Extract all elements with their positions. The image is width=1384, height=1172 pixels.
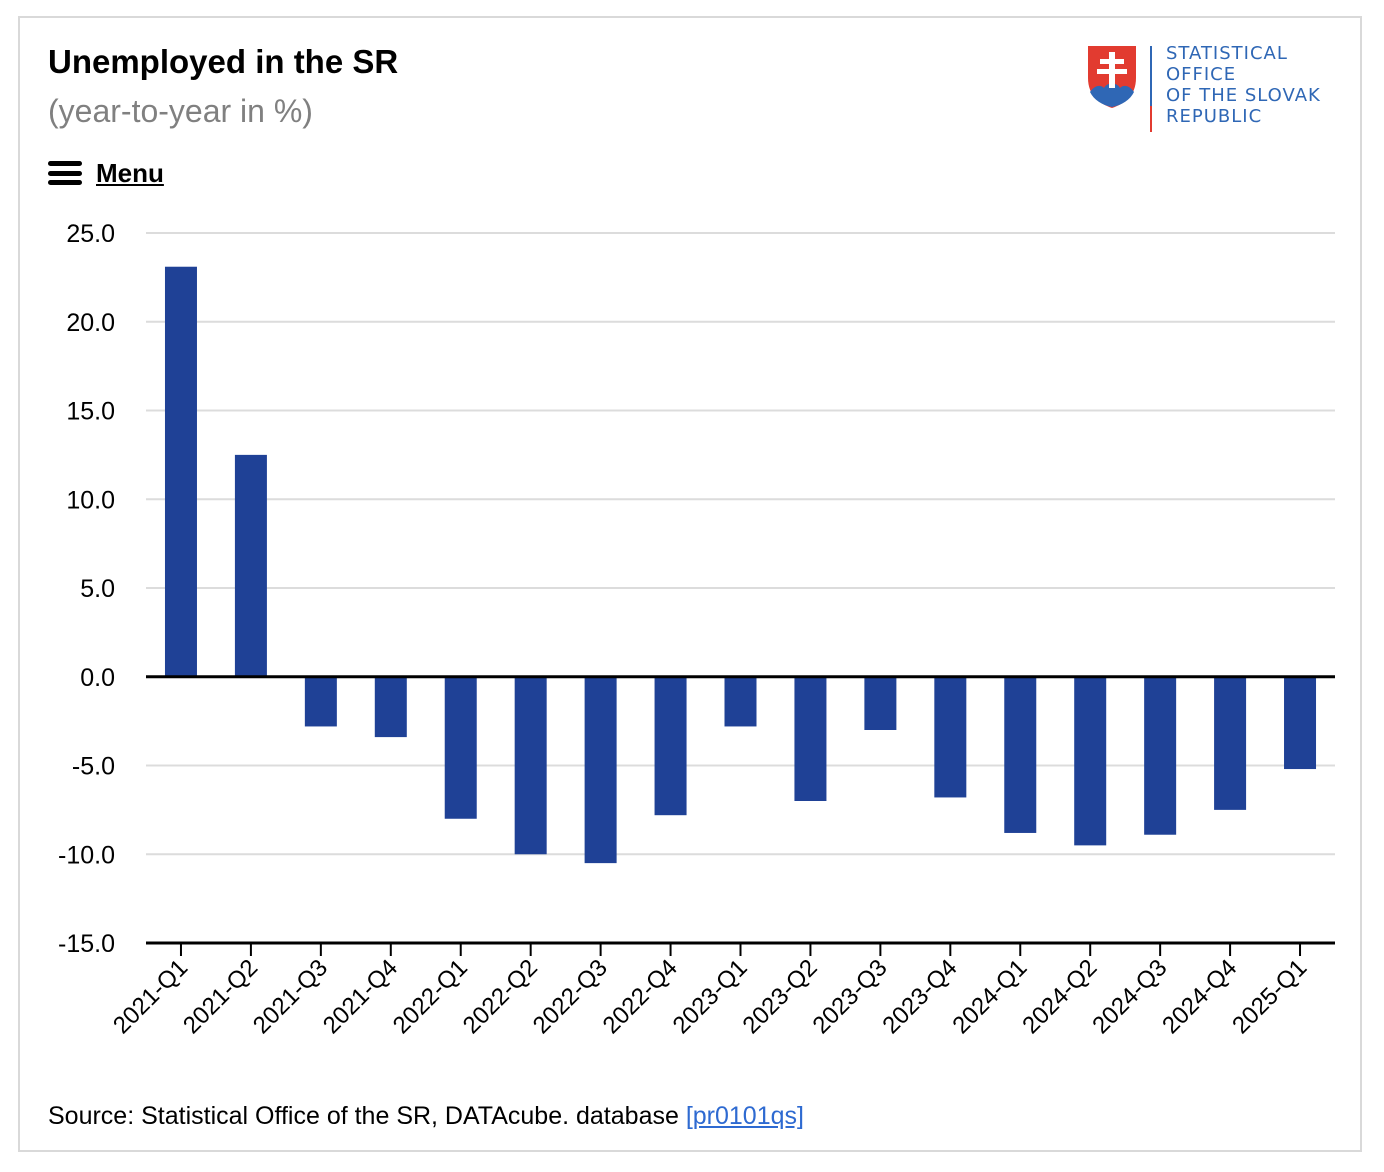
bar-2024-q4: [1214, 676, 1247, 810]
bar-2021-q2: [234, 454, 267, 677]
bar-2024-q2: [1074, 676, 1107, 846]
x-tick-label: 2024-Q2: [1017, 954, 1102, 1039]
logo-divider: [1150, 46, 1152, 132]
menu-label: Menu: [96, 158, 164, 188]
source-link[interactable]: [pr0101qs]: [685, 1102, 804, 1130]
x-tick-label: 2021-Q4: [318, 954, 403, 1039]
y-tick-label: 5.0: [80, 575, 115, 603]
x-tick-label: 2021-Q1: [108, 954, 193, 1039]
bar-2025-q1: [1284, 676, 1317, 770]
y-tick-label: -15.0: [58, 930, 115, 958]
x-tick-label: 2024-Q4: [1157, 954, 1242, 1039]
x-tick-label: 2023-Q1: [668, 954, 753, 1039]
x-tick-label: 2023-Q2: [738, 954, 823, 1039]
bar-2022-q3: [584, 676, 617, 864]
bar-2022-q4: [654, 676, 687, 816]
x-tick-label: 2022-Q2: [458, 954, 543, 1039]
logo-text: STATISTICAL OFFICE OF THE SLOVAK REPUBLI…: [1166, 43, 1321, 127]
x-tick-label: 2023-Q4: [877, 954, 962, 1039]
y-tick-label: 15.0: [66, 398, 115, 426]
x-tick-label: 2025-Q1: [1227, 954, 1312, 1039]
x-tick-label: 2022-Q3: [528, 954, 613, 1039]
bar-2021-q4: [374, 676, 407, 738]
bar-2022-q2: [514, 676, 547, 855]
bar-2023-q1: [724, 676, 757, 727]
menu-button[interactable]: Menu: [48, 156, 164, 190]
logo-line-3: OF THE SLOVAK: [1166, 85, 1321, 106]
x-tick-label: 2021-Q2: [178, 954, 263, 1039]
hamburger-menu-icon: [48, 161, 82, 185]
slovak-coat-of-arms-icon: [1088, 46, 1136, 108]
logo-line-4: REPUBLIC: [1166, 106, 1263, 127]
statistical-office-logo: STATISTICAL OFFICE OF THE SLOVAK REPUBLI…: [1086, 42, 1336, 134]
x-tick-label: 2022-Q1: [388, 954, 473, 1039]
y-tick-label: 10.0: [66, 486, 115, 514]
y-tick-label: 20.0: [66, 309, 115, 337]
bar-2024-q3: [1144, 676, 1177, 835]
x-tick-label: 2023-Q3: [807, 954, 892, 1039]
logo-line-1: STATISTICAL: [1166, 43, 1288, 64]
y-tick-label: -10.0: [58, 841, 115, 869]
x-tick-label: 2024-Q3: [1087, 954, 1172, 1039]
x-tick-label: 2021-Q3: [248, 954, 333, 1039]
y-tick-label: 25.0: [66, 220, 115, 248]
logo-line-2: OFFICE: [1166, 64, 1237, 85]
chart-title: Unemployed in the SR: [48, 43, 399, 80]
y-tick-label: 0.0: [80, 664, 115, 692]
x-tick-label: 2024-Q1: [947, 954, 1032, 1039]
bar-2021-q3: [304, 676, 337, 727]
bar-2023-q4: [934, 676, 967, 798]
source-note: Source: Statistical Office of the SR, DA…: [48, 1100, 804, 1132]
y-tick-label: -5.0: [72, 753, 115, 781]
bar-2021-q1: [164, 266, 197, 677]
source-text: Source: Statistical Office of the SR, DA…: [48, 1102, 686, 1130]
bar-2023-q3: [864, 676, 897, 730]
chart-subtitle: (year-to-year in %): [48, 93, 313, 129]
bar-2023-q2: [794, 676, 827, 801]
bar-2022-q1: [444, 676, 477, 819]
x-tick-label: 2022-Q4: [598, 954, 683, 1039]
bar-2024-q1: [1004, 676, 1037, 833]
